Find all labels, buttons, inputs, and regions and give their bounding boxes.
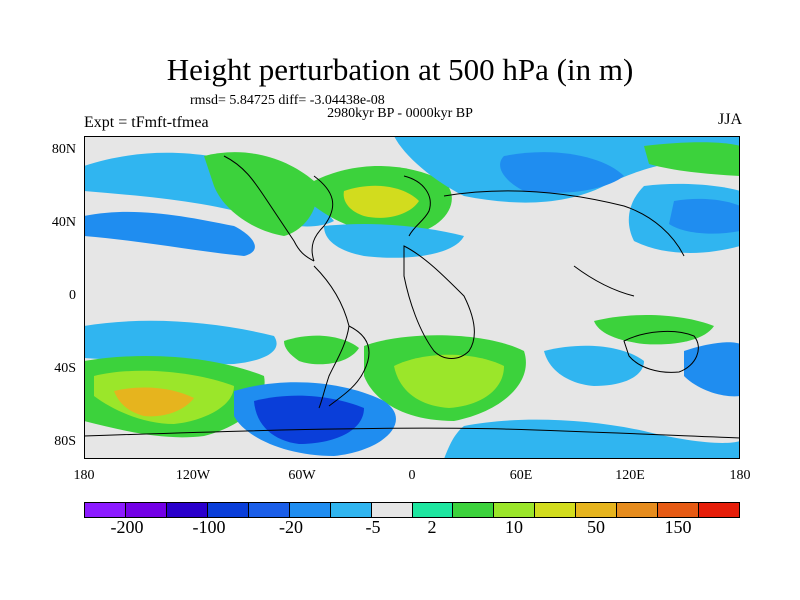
colorbar-swatch-5 — [289, 503, 331, 517]
africa-coast — [403, 245, 475, 359]
australia-high — [594, 314, 714, 345]
map-frame — [84, 136, 740, 459]
eurasia-low — [500, 152, 624, 193]
pacific-nw-core — [669, 198, 740, 234]
s-pacific-band — [84, 320, 277, 365]
colorbar-label: 10 — [505, 517, 523, 537]
s-america-east-coast — [328, 325, 370, 407]
colorbar-swatch-12 — [576, 503, 618, 517]
australia-coast — [623, 331, 699, 373]
s-america-coast — [313, 265, 350, 409]
colorbar-swatch-6 — [330, 503, 372, 517]
plot-title: Height perturbation at 500 hPa (in m) — [166, 52, 634, 87]
indian-low-band — [544, 345, 644, 386]
colorbar-label: 50 — [587, 517, 605, 537]
far-north-high — [644, 142, 740, 176]
colorbar-swatch-3 — [207, 503, 249, 517]
colorbar-label: -100 — [192, 517, 226, 537]
colorbar-label: -200 — [110, 517, 144, 537]
colorbar-swatch-9 — [453, 503, 495, 517]
n-atlantic-core — [343, 185, 419, 218]
xtick-120w: 120W — [175, 468, 211, 483]
colorbar-swatch-15 — [699, 503, 739, 517]
xtick-120e: 120E — [615, 468, 645, 483]
ytick-40n: 40N — [51, 215, 76, 230]
xtick-0: 0 — [408, 468, 416, 483]
colorbar-swatch-8 — [412, 503, 454, 517]
colorbar-swatch-11 — [535, 503, 577, 517]
s-indian-high — [394, 354, 504, 408]
sw-pacific-low — [684, 342, 740, 397]
period-label: 2980kyr BP - 0000kyr BP — [327, 106, 473, 121]
colorbar-swatch-4 — [248, 503, 290, 517]
colorbar-swatch-14 — [658, 503, 700, 517]
stats-line: rmsd= 5.84725 diff= -3.04438e-08 — [190, 93, 385, 108]
n-america-high — [204, 152, 317, 236]
colorbar-swatch-2 — [166, 503, 208, 517]
colorbar-swatch-7 — [371, 503, 413, 517]
s-pacific-core — [114, 387, 194, 417]
n-america-west-coast — [223, 155, 315, 262]
colorbar-swatch-13 — [617, 503, 659, 517]
ytick-80n: 80N — [51, 142, 76, 157]
xtick-60e: 60E — [509, 468, 533, 483]
s-america-high — [284, 335, 359, 365]
colorbar-label: -5 — [365, 517, 381, 537]
ytick-0: 0 — [69, 288, 76, 303]
experiment-label: Expt = tFmft-tfmea — [84, 114, 209, 131]
xtick-180w: 180 — [73, 468, 95, 483]
contour-map — [84, 136, 740, 459]
ytick-40s: 40S — [54, 361, 76, 376]
antarctica-coast — [84, 427, 740, 439]
pacific-low-band — [84, 211, 255, 256]
europe-coast — [403, 175, 431, 237]
se-asia-coast — [573, 265, 635, 297]
colorbar-label: 2 — [427, 517, 437, 537]
n-america-east-coast — [311, 175, 334, 262]
colorbar-swatch-0 — [85, 503, 126, 517]
asia-coast — [443, 190, 685, 257]
colorbar — [84, 502, 740, 518]
colorbar-label: 150 — [664, 517, 692, 537]
colorbar-label: -20 — [279, 517, 303, 537]
xtick-60w: 60W — [288, 468, 316, 483]
ytick-80s: 80S — [54, 434, 76, 449]
colorbar-swatch-10 — [494, 503, 536, 517]
map-panel — [84, 136, 740, 459]
colorbar-swatch-1 — [125, 503, 167, 517]
southern-low-core — [254, 395, 364, 444]
season-label: JJA — [717, 111, 742, 128]
atlantic-sub-band — [324, 224, 464, 258]
coastlines — [84, 155, 740, 439]
xtick-180e: 180 — [729, 468, 751, 483]
